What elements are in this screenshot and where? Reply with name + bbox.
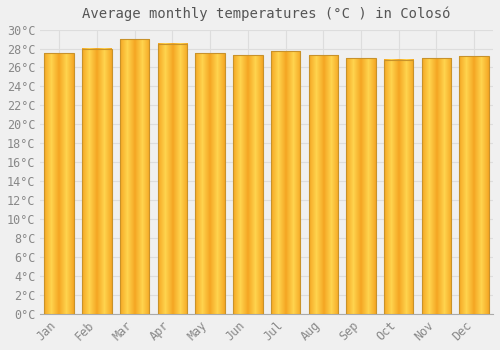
Title: Average monthly temperatures (°C ) in Colosó: Average monthly temperatures (°C ) in Co… [82, 7, 451, 21]
